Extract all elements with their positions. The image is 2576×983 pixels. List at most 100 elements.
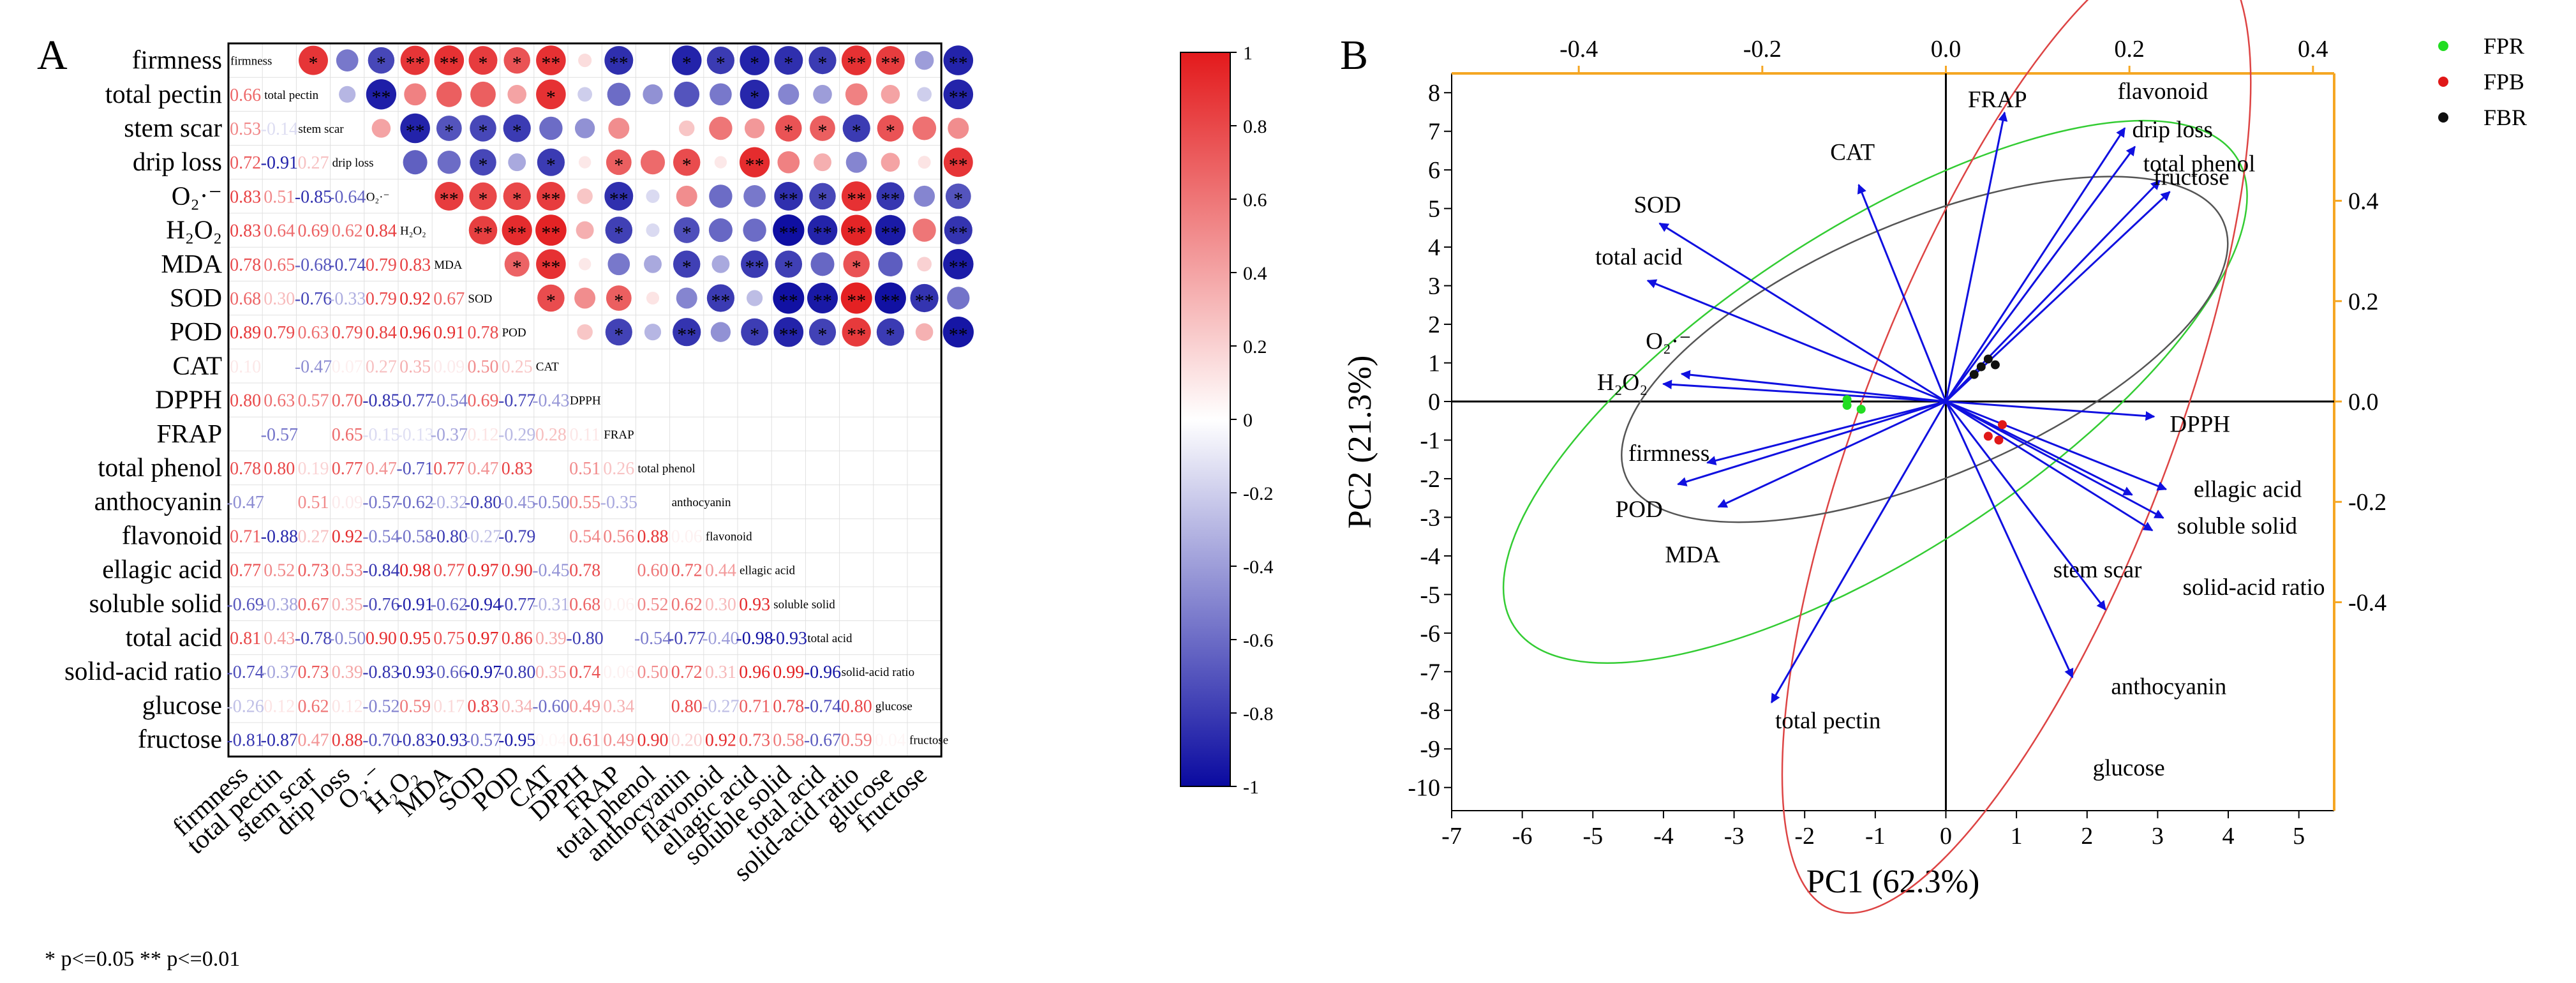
correlation-value: 0.71 <box>230 527 261 546</box>
x-tick-label: -1 <box>1865 823 1886 850</box>
correlation-value: -0.52 <box>362 696 399 716</box>
y-tick-label: -8 <box>1420 698 1440 724</box>
correlation-circle <box>676 287 697 309</box>
correlation-circle <box>646 189 660 203</box>
row-label: stem scar <box>124 113 222 142</box>
correlation-value: 0.72 <box>671 561 703 581</box>
vector-label: total phenol <box>2143 151 2256 177</box>
legend-marker <box>2438 77 2448 87</box>
correlation-value: 0.20 <box>671 731 703 751</box>
correlation-value: 0.50 <box>468 357 499 377</box>
vector-label: firmness <box>1628 440 1709 467</box>
correlation-circle <box>706 47 734 75</box>
correlation-value: 0.47 <box>298 731 329 751</box>
correlation-circle <box>536 181 565 211</box>
correlation-value: 0.06 <box>603 663 634 682</box>
correlation-value: 0.43 <box>264 629 295 649</box>
correlation-circle <box>945 183 971 209</box>
correlation-value: 0.52 <box>264 561 295 581</box>
correlation-circle <box>404 83 426 106</box>
correlation-value: 0.10 <box>230 357 261 377</box>
x-tick-label: -6 <box>1512 823 1533 850</box>
scale-tick-label: 0.4 <box>1243 263 1267 284</box>
significance-mark: * <box>546 87 556 108</box>
correlation-value: 0.58 <box>773 731 804 751</box>
significance-mark: ** <box>881 223 900 244</box>
correlation-value: 0.51 <box>298 493 329 513</box>
correlation-circle <box>673 318 701 347</box>
correlation-circle <box>605 319 632 346</box>
x-tick-label: 3 <box>2152 823 2164 850</box>
correlation-circle <box>644 324 662 341</box>
correlation-value: 0.77 <box>230 561 261 581</box>
correlation-value: 0.47 <box>468 459 499 479</box>
correlation-value: 0.27 <box>366 357 397 377</box>
correlation-value: -0.50 <box>532 493 569 513</box>
correlation-circle <box>773 317 804 347</box>
confidence-ellipse <box>1502 119 2248 664</box>
diagonal-label: ellagic acid <box>740 564 796 578</box>
correlation-circle <box>914 50 934 70</box>
significance-mark: ** <box>847 324 866 345</box>
row-label: DPPH <box>155 385 222 414</box>
correlation-value: 0.65 <box>332 425 363 445</box>
correlation-circle <box>943 79 974 110</box>
correlation-circle <box>503 47 530 74</box>
significance-mark: * <box>716 53 726 74</box>
significance-mark: * <box>546 154 556 176</box>
correlation-circle <box>944 216 972 244</box>
correlation-circle <box>706 284 734 312</box>
loading-vector <box>1945 400 2168 491</box>
correlation-value: 0.95 <box>399 629 431 649</box>
correlation-value: 0.49 <box>603 731 634 751</box>
correlation-value: 0.72 <box>671 663 703 682</box>
right-tick-label: -0.4 <box>2348 589 2386 616</box>
x-tick-label: 2 <box>2081 823 2093 850</box>
significance-mark: ** <box>371 87 391 108</box>
correlation-value: -0.77 <box>498 391 535 411</box>
correlation-value: 0.73 <box>739 731 770 751</box>
correlation-value: -0.98 <box>736 629 773 649</box>
significance-mark: ** <box>779 290 798 311</box>
correlation-value: 0.53 <box>230 119 261 139</box>
significance-mark: * <box>614 223 623 244</box>
diagonal-label: H₂O₂ <box>400 225 426 238</box>
correlation-circle <box>775 115 802 142</box>
x-axis-title: PC1 (62.3%) <box>1806 864 1980 900</box>
correlation-circle <box>676 185 697 207</box>
correlation-circle <box>673 217 700 243</box>
correlation-circle <box>814 153 831 172</box>
significance-mark: ** <box>881 290 900 311</box>
significance-mark: ** <box>949 154 968 176</box>
correlation-value: 0.84 <box>366 323 397 343</box>
correlation-circle <box>536 249 566 280</box>
row-label: total acid <box>126 622 222 652</box>
scale-tick-label: 0.6 <box>1243 190 1267 211</box>
correlation-value: 0.62 <box>332 221 363 241</box>
correlation-circle <box>876 318 904 346</box>
x-tick-label: -3 <box>1724 823 1745 850</box>
correlation-value: 0.51 <box>264 187 295 207</box>
correlation-circle <box>810 116 835 141</box>
correlation-value: 0.50 <box>637 663 669 682</box>
correlation-value: 0.78 <box>773 696 804 716</box>
significance-mark: ** <box>677 324 696 345</box>
correlation-value: -0.13 <box>396 425 433 445</box>
significance-mark: ** <box>609 188 629 209</box>
correlation-value: -0.57 <box>362 493 399 513</box>
correlation-circle <box>606 149 632 176</box>
correlation-value: 0.65 <box>264 255 295 275</box>
row-label: firmness <box>132 45 222 75</box>
correlation-value: 0.75 <box>433 629 465 649</box>
correlation-value: 0.77 <box>332 459 363 479</box>
correlation-value: -0.45 <box>498 493 535 513</box>
correlation-value: 0.35 <box>535 663 567 682</box>
row-label: total pectin <box>105 79 222 109</box>
correlation-value: -0.54 <box>634 629 671 649</box>
correlation-circle <box>810 252 835 276</box>
sample-point <box>1997 420 2007 430</box>
correlation-value: 0.66 <box>230 86 261 105</box>
correlation-value: -0.80 <box>566 629 603 649</box>
correlation-value: -0.74 <box>804 696 841 716</box>
correlation-circle <box>714 156 727 169</box>
